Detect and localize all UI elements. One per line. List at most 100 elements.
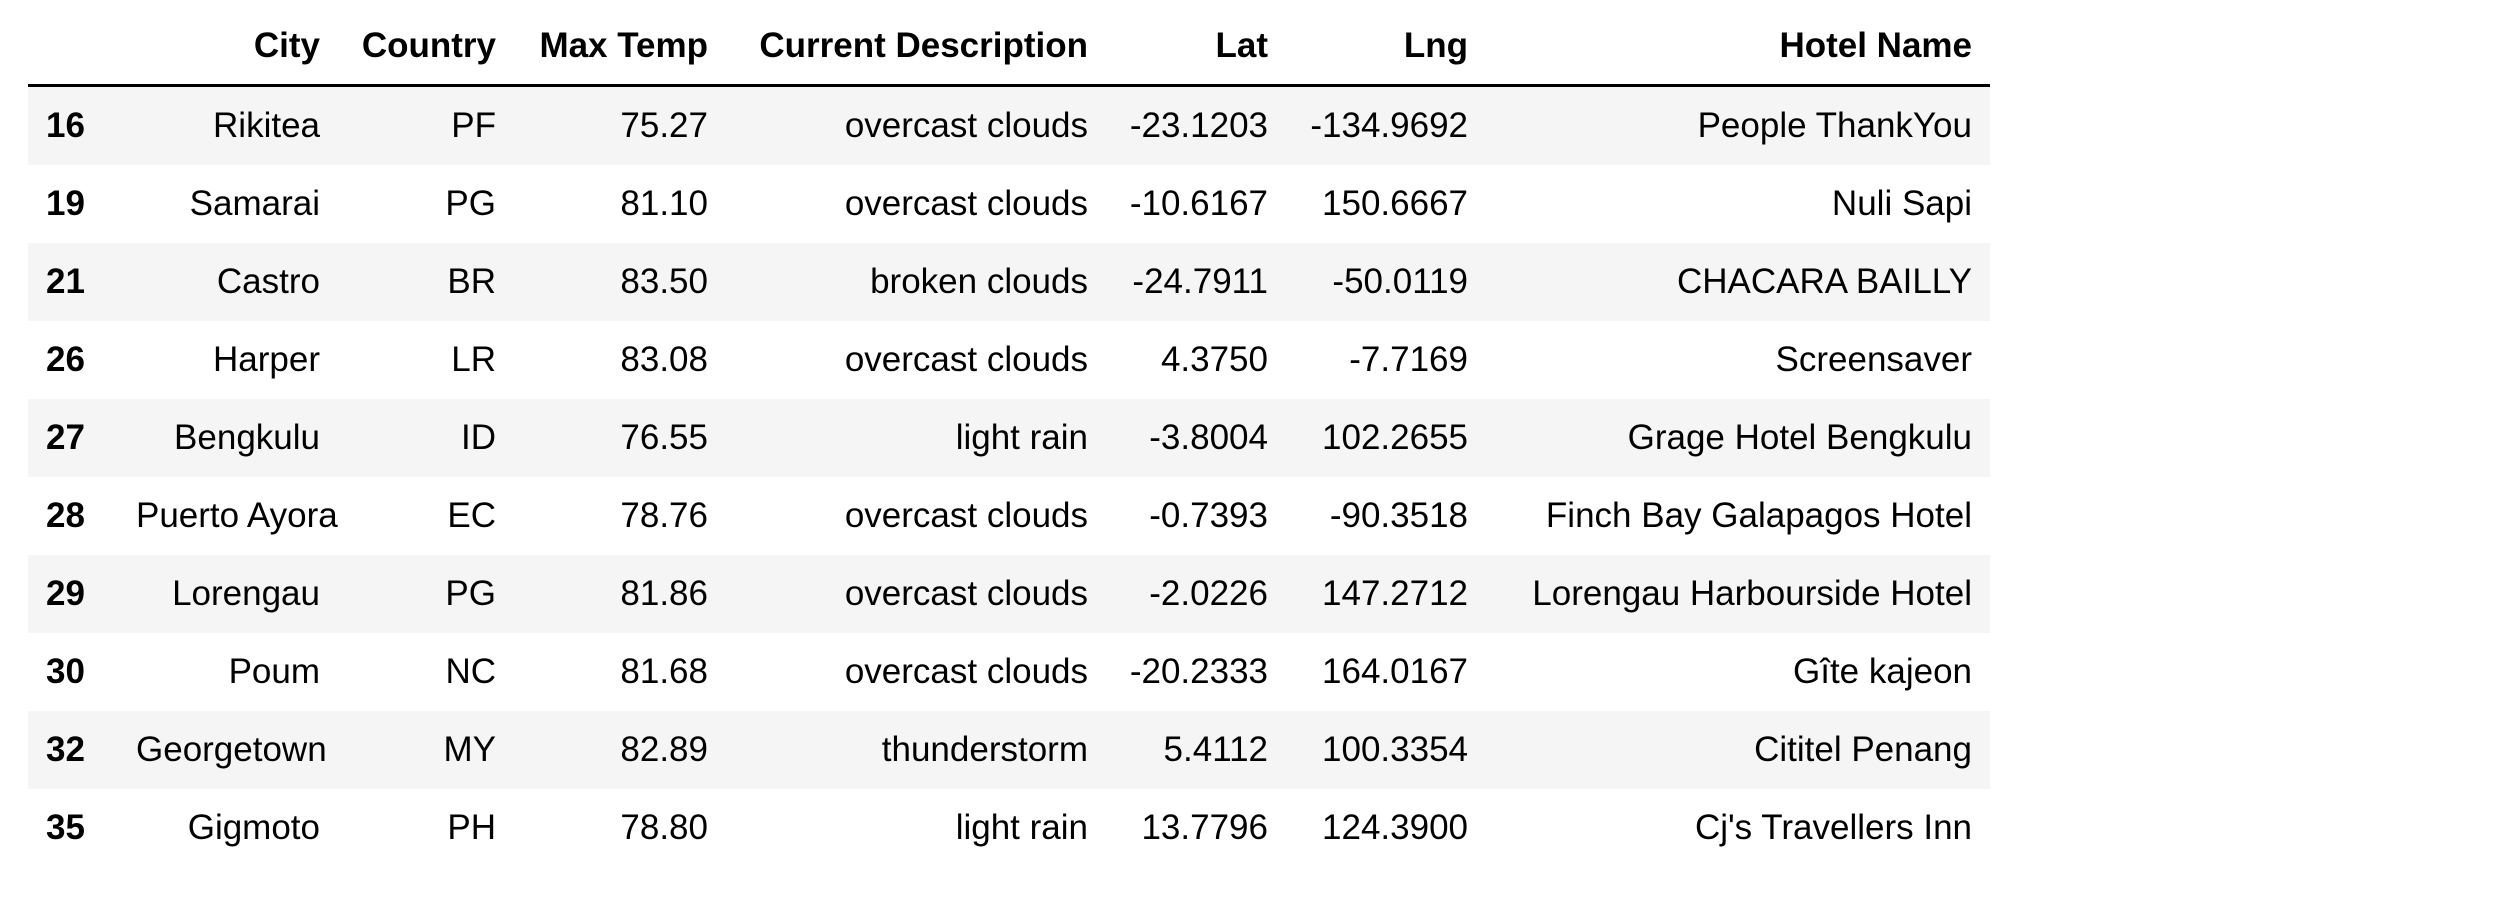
cell-current-description: thunderstorm [881, 730, 1088, 769]
cell-country: ID [461, 418, 496, 457]
cell-city: Poum [228, 652, 320, 691]
cell-city: Gigmoto [187, 808, 320, 847]
cell-hotel-name: Cj's Travellers Inn [1694, 808, 1972, 847]
cell-country: PF [451, 106, 496, 145]
cell-city: Rikitea [213, 106, 320, 145]
table-row: 19 Samarai PG 81.10 overcast clouds -10.6167 1… [28, 165, 1990, 243]
cell-current-description: overcast clouds [844, 106, 1088, 145]
cell-country: MY [443, 730, 497, 769]
cell-current-description: overcast clouds [844, 340, 1088, 379]
header-row: City Country Max Temp Current Descriptio… [28, 8, 1990, 87]
cell-lat: -3.8004 [1149, 418, 1268, 457]
cell-city: Harper [213, 340, 320, 379]
cell-city: Lorengau [172, 574, 320, 613]
table-row: 32 Georgetown MY 82.89 thunderstorm 5.4112 100… [28, 711, 1990, 789]
column-header-current-description: Current Description [726, 8, 1106, 87]
cell-lng: -50.0119 [1332, 262, 1468, 301]
cell-lng: 164.0167 [1322, 652, 1468, 691]
row-index: 32 [46, 730, 85, 769]
cell-hotel-name: CHACARA BAILLY [1676, 262, 1972, 301]
row-index: 26 [46, 340, 85, 379]
cell-lng: 124.3900 [1322, 808, 1468, 847]
cell-lat: 13.7796 [1141, 808, 1268, 847]
cell-max-temp: 83.50 [620, 262, 708, 301]
table-row: 28 Puerto Ayora EC 78.76 overcast clouds -0.7… [28, 477, 1990, 555]
cell-lng: -90.3518 [1329, 496, 1468, 535]
cell-country: PH [447, 808, 496, 847]
cell-max-temp: 76.55 [620, 418, 708, 457]
cell-lat: -20.2333 [1129, 652, 1268, 691]
cell-current-description: overcast clouds [844, 574, 1088, 613]
cell-city: Castro [216, 262, 320, 301]
table-row: 27 Bengkulu ID 76.55 light rain -3.8004 102.26… [28, 399, 1990, 477]
cell-current-description: overcast clouds [844, 652, 1088, 691]
table-body: 16 Rikitea PF 75.27 overcast clouds -23.1203 -… [28, 85, 1990, 867]
cell-country: EC [447, 496, 496, 535]
cell-city: Samarai [189, 184, 320, 223]
cell-country: LR [451, 340, 496, 379]
cell-max-temp: 78.76 [620, 496, 708, 535]
cell-current-description: broken clouds [870, 262, 1088, 301]
cell-current-description: overcast clouds [844, 184, 1088, 223]
cell-lat: 5.4112 [1163, 730, 1268, 769]
row-index: 28 [46, 496, 85, 535]
cell-current-description: light rain [955, 808, 1088, 847]
cell-hotel-name: Grage Hotel Bengkulu [1627, 418, 1972, 457]
table-row: 16 Rikitea PF 75.27 overcast clouds -23.1203 -… [28, 85, 1990, 165]
column-header-hotel-name: Hotel Name [1486, 8, 1990, 87]
column-header-country: Country [338, 8, 514, 87]
table-row: 35 Gigmoto PH 78.80 light rain 13.7796 124.390… [28, 789, 1990, 867]
cell-max-temp: 81.68 [620, 652, 708, 691]
row-index: 35 [46, 808, 85, 847]
cell-hotel-name: People ThankYou [1697, 106, 1972, 145]
cell-hotel-name: Lorengau Harbourside Hotel [1532, 574, 1972, 613]
cell-hotel-name: Nuli Sapi [1831, 184, 1972, 223]
table-header: City Country Max Temp Current Descriptio… [28, 8, 1990, 87]
table-row: 29 Lorengau PG 81.86 overcast clouds -2.0226 1… [28, 555, 1990, 633]
cell-hotel-name: Screensaver [1775, 340, 1972, 379]
cell-lng: 102.2655 [1322, 418, 1468, 457]
cell-max-temp: 81.86 [620, 574, 708, 613]
cell-city: Georgetown [136, 730, 327, 769]
column-header-lat: Lat [1106, 8, 1286, 87]
table-row: 30 Poum NC 81.68 overcast clouds -20.2333 164.… [28, 633, 1990, 711]
cell-max-temp: 83.08 [620, 340, 708, 379]
cell-current-description: overcast clouds [844, 496, 1088, 535]
column-header-max-temp: Max Temp [514, 8, 726, 87]
cell-lat: -10.6167 [1129, 184, 1268, 223]
cell-lng: -7.7169 [1349, 340, 1468, 379]
cell-country: PG [445, 574, 496, 613]
row-index: 21 [46, 262, 85, 301]
cell-lat: -24.7911 [1132, 262, 1268, 301]
cell-current-description: light rain [955, 418, 1088, 457]
cell-lng: 147.2712 [1322, 574, 1468, 613]
cell-hotel-name: Cititel Penang [1754, 730, 1972, 769]
index-header [28, 8, 118, 87]
row-index: 16 [46, 106, 85, 145]
cell-lng: 150.6667 [1322, 184, 1468, 223]
row-index: 27 [46, 418, 85, 457]
cell-country: PG [445, 184, 496, 223]
cell-lat: 4.3750 [1160, 340, 1268, 379]
cell-hotel-name: Gîte kajeon [1793, 652, 1972, 691]
cell-lat: -2.0226 [1149, 574, 1268, 613]
row-index: 29 [46, 574, 85, 613]
cell-city: Bengkulu [174, 418, 320, 457]
cell-max-temp: 78.80 [620, 808, 708, 847]
cell-hotel-name: Finch Bay Galapagos Hotel [1545, 496, 1972, 535]
column-header-city: City [118, 8, 338, 87]
cell-country: BR [447, 262, 496, 301]
row-index: 30 [46, 652, 85, 691]
dataframe-table-container: City Country Max Temp Current Descriptio… [28, 8, 1990, 867]
row-index: 19 [46, 184, 85, 223]
cell-lat: -23.1203 [1129, 106, 1268, 145]
cell-max-temp: 82.89 [620, 730, 708, 769]
cell-country: NC [445, 652, 496, 691]
dataframe-table: City Country Max Temp Current Descriptio… [28, 8, 1990, 867]
cell-lng: -134.9692 [1310, 106, 1468, 145]
cell-lat: -0.7393 [1149, 496, 1268, 535]
cell-city: Puerto Ayora [136, 496, 338, 535]
table-row: 21 Castro BR 83.50 broken clouds -24.7911 -50.… [28, 243, 1990, 321]
table-row: 26 Harper LR 83.08 overcast clouds 4.3750 -7.7… [28, 321, 1990, 399]
column-header-lng: Lng [1286, 8, 1486, 87]
